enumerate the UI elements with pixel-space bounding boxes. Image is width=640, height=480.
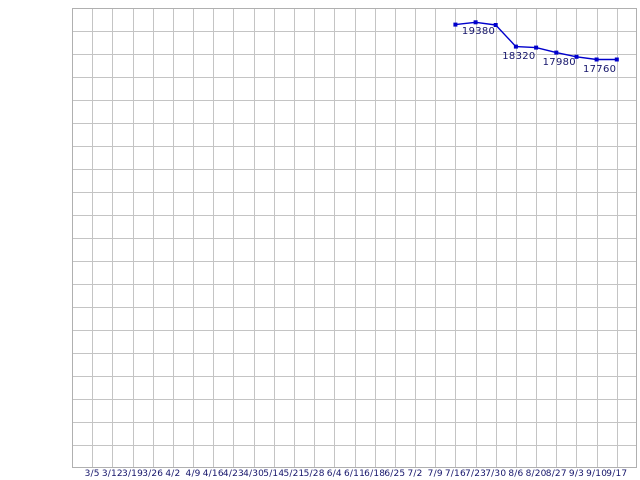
data-point-marker [574, 54, 579, 59]
gridline-horizontal [72, 31, 637, 32]
x-axis-tick-label: 5/21 [283, 469, 305, 479]
data-point-marker [513, 44, 518, 49]
data-point-value-label: 19380 [461, 26, 496, 38]
gridline-vertical [355, 8, 356, 468]
data-point-value-label: 17980 [542, 56, 576, 68]
x-axis-tick-label: 7/30 [485, 469, 507, 479]
x-axis-tick-label: 9/17 [606, 469, 628, 479]
x-axis-tick-label: 4/23 [222, 469, 244, 479]
gridline-vertical [455, 8, 456, 468]
data-point-marker [614, 57, 619, 62]
gridline-horizontal [72, 100, 637, 101]
gridline-horizontal [72, 169, 637, 170]
gridline-horizontal [72, 353, 637, 354]
gridline-vertical [496, 8, 497, 468]
x-axis-tick-label: 7/16 [444, 469, 466, 479]
x-axis-tick-label: 9/3 [568, 469, 584, 479]
gridline-vertical [153, 8, 154, 468]
gridline-vertical [395, 8, 396, 468]
data-point-value-label: 17760 [582, 63, 617, 75]
gridline-vertical [556, 8, 557, 468]
data-point-marker [554, 50, 559, 55]
gridline-vertical [213, 8, 214, 468]
plot-area [72, 8, 637, 468]
gridline-vertical [294, 8, 295, 468]
x-axis-tick-label: 4/30 [243, 469, 265, 479]
gridline-vertical [617, 8, 618, 468]
x-axis-tick-label: 9/10 [586, 469, 608, 479]
x-axis-tick-label: 8/6 [508, 469, 524, 479]
gridline-vertical [576, 8, 577, 468]
x-axis-tick-label: 3/19 [122, 469, 144, 479]
gridline-vertical [536, 8, 537, 468]
data-point-marker [594, 57, 599, 62]
x-axis-tick-label: 7/9 [427, 469, 443, 479]
data-point-marker [493, 23, 498, 27]
gridline-horizontal [72, 422, 637, 423]
x-axis-tick-label: 7/2 [407, 469, 423, 479]
gridline-vertical [254, 8, 255, 468]
data-point-marker [453, 22, 458, 27]
gridline-vertical [375, 8, 376, 468]
gridline-horizontal [72, 238, 637, 239]
x-axis-tick-label: 3/12 [101, 469, 123, 479]
gridline-horizontal [72, 54, 637, 55]
gridline-horizontal [72, 77, 637, 78]
gridline-horizontal [72, 284, 637, 285]
x-axis-tick-label: 4/16 [202, 469, 224, 479]
gridline-vertical [173, 8, 174, 468]
data-point-marker [534, 45, 539, 50]
gridline-horizontal [72, 445, 637, 446]
x-axis-tick-label: 5/28 [303, 469, 325, 479]
x-axis-tick-label: 6/25 [384, 469, 406, 479]
gridline-vertical [334, 8, 335, 468]
gridline-horizontal [72, 399, 637, 400]
x-axis-tick-label: 5/14 [263, 469, 285, 479]
gridline-horizontal [72, 215, 637, 216]
gridline-horizontal [72, 307, 637, 308]
x-axis-tick-label: 3/5 [84, 469, 100, 479]
gridline-vertical [314, 8, 315, 468]
gridline-vertical [233, 8, 234, 468]
x-axis-tick-label: 6/11 [343, 469, 366, 479]
data-point-value-label: 18320 [502, 50, 536, 62]
gridline-vertical [516, 8, 517, 468]
gridline-vertical [597, 8, 598, 468]
x-axis-tick-label: 4/9 [185, 469, 201, 479]
gridline-horizontal [72, 192, 637, 193]
gridline-horizontal [72, 330, 637, 331]
gridline-vertical [415, 8, 416, 468]
gridline-vertical [112, 8, 113, 468]
gridline-vertical [435, 8, 436, 468]
x-axis-tick-label: 8/20 [525, 469, 547, 479]
x-axis-tick-label: 4/2 [165, 469, 181, 479]
x-axis-tick-label: 6/18 [364, 469, 386, 479]
x-axis-tick-label: 8/27 [545, 469, 567, 479]
data-point-marker [473, 20, 478, 25]
gridline-vertical [92, 8, 93, 468]
gridline-horizontal [72, 261, 637, 262]
series-markers [453, 20, 619, 62]
gridline-horizontal [72, 123, 637, 124]
gridline-vertical [476, 8, 477, 468]
x-axis-tick-label: 6/4 [326, 469, 342, 479]
x-axis-tick-label: 3/26 [142, 469, 164, 479]
gridline-horizontal [72, 146, 637, 147]
gridline-horizontal [72, 376, 637, 377]
gridline-vertical [133, 8, 134, 468]
gridline-vertical [193, 8, 194, 468]
gridline-vertical [274, 8, 275, 468]
x-axis-tick-label: 7/23 [465, 469, 487, 479]
